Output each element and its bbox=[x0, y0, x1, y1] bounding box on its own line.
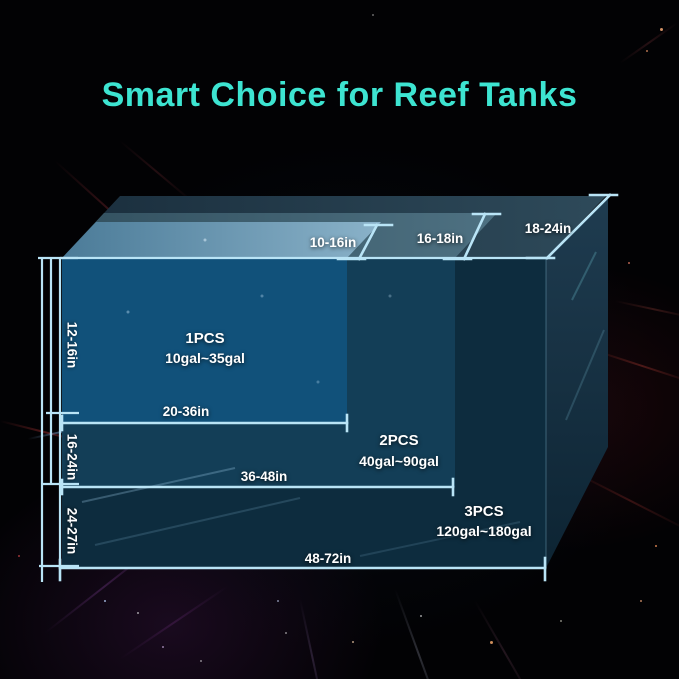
glass-streak bbox=[571, 251, 597, 301]
glass-streak bbox=[565, 329, 605, 421]
glass-dot bbox=[388, 294, 392, 298]
pcs-label-large: 3PCS bbox=[464, 503, 503, 520]
width-label-large: 48-72in bbox=[305, 551, 352, 566]
depth-label-medium: 16-18in bbox=[417, 231, 464, 246]
height-label-large: 24-27in bbox=[64, 508, 79, 555]
glass-dot bbox=[203, 238, 207, 242]
width-measure-medium bbox=[60, 477, 455, 497]
capacity-label-small: 10gal~35gal bbox=[165, 350, 245, 366]
height-label-small: 12-16in bbox=[64, 322, 79, 369]
capacity-label-large: 120gal~180gal bbox=[436, 523, 531, 539]
width-label-small: 20-36in bbox=[163, 404, 210, 419]
tank-small-top-face bbox=[62, 222, 381, 258]
pcs-label-medium: 2PCS bbox=[379, 432, 418, 449]
glass-streak bbox=[81, 467, 236, 503]
depth-measure-large bbox=[525, 193, 619, 260]
depth-measure-small bbox=[336, 223, 394, 261]
glass-dot bbox=[126, 310, 130, 314]
width-label-medium: 36-48in bbox=[241, 469, 288, 484]
glass-streak bbox=[359, 521, 521, 557]
width-measure-large bbox=[58, 556, 547, 582]
glass-dot bbox=[316, 380, 320, 384]
glass-dot bbox=[260, 294, 264, 298]
pcs-label-small: 1PCS bbox=[185, 330, 224, 347]
width-measure-small bbox=[60, 413, 349, 433]
tank-small-front-face bbox=[62, 258, 347, 423]
glass-streak bbox=[94, 497, 301, 546]
depth-label-large: 18-24in bbox=[525, 221, 572, 236]
height-label-medium: 16-24in bbox=[64, 434, 79, 481]
capacity-label-medium: 40gal~90gal bbox=[359, 453, 439, 469]
depth-measure-medium bbox=[442, 212, 502, 261]
tank-right-side-face bbox=[546, 196, 608, 568]
depth-label-small: 10-16in bbox=[310, 235, 357, 250]
page-title: Smart Choice for Reef Tanks bbox=[101, 76, 578, 114]
